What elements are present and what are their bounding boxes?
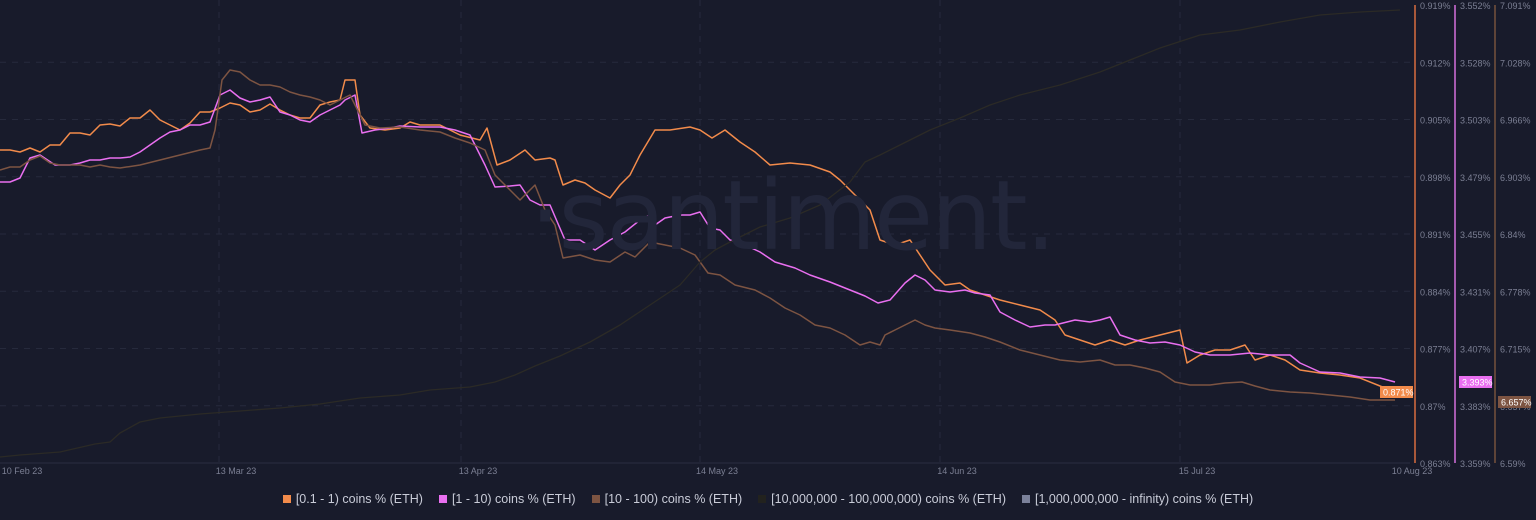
svg-text:3.528%: 3.528%: [1460, 58, 1491, 68]
svg-text:13 Mar 23: 13 Mar 23: [216, 466, 257, 476]
series-lines: [0, 9, 1401, 458]
svg-text:14 Jun 23: 14 Jun 23: [937, 466, 977, 476]
svg-text:3.503%: 3.503%: [1460, 116, 1491, 126]
svg-text:6.903%: 6.903%: [1500, 173, 1531, 183]
legend-swatch-icon: [438, 495, 447, 503]
y-axes: 0.919% 0.912% 0.905% 0.898% 0.891% 0.884% 0.87…: [1380, 1, 1532, 469]
svg-text:3.455%: 3.455%: [1460, 230, 1491, 240]
svg-text:14 May 23: 14 May 23: [696, 466, 738, 476]
series-line: [0, 79, 1396, 393]
svg-text:3.393%: 3.393%: [1462, 378, 1493, 388]
legend-item[interactable]: [1,000,000,000 - infinity) coins % (ETH): [1022, 492, 1253, 506]
svg-text:6.715%: 6.715%: [1500, 345, 1531, 355]
legend-swatch-icon: [591, 495, 600, 503]
svg-text:0.871%: 0.871%: [1383, 388, 1414, 398]
legend-item[interactable]: [1 - 10) coins % (ETH): [438, 492, 576, 506]
svg-text:0.898%: 0.898%: [1420, 173, 1451, 183]
svg-text:13 Apr 23: 13 Apr 23: [459, 466, 498, 476]
series-line: [0, 9, 1401, 458]
legend-swatch-icon: [282, 495, 291, 503]
chart-legend: [0.1 - 1) coins % (ETH) [1 - 10) coins % …: [0, 484, 1536, 514]
svg-text:0.87%: 0.87%: [1420, 402, 1446, 412]
svg-text:3.552%: 3.552%: [1460, 1, 1491, 11]
svg-text:3.431%: 3.431%: [1460, 287, 1491, 297]
series-line: [0, 69, 1395, 401]
svg-text:0.863%: 0.863%: [1420, 459, 1451, 469]
svg-text:6.778%: 6.778%: [1500, 287, 1531, 297]
svg-text:15 Jul 23: 15 Jul 23: [1179, 466, 1216, 476]
x-axis: 10 Feb 23 13 Mar 23 13 Apr 23 14 May 23 14 J…: [2, 466, 1433, 476]
legend-label: [1,000,000,000 - infinity) coins % (ETH): [1035, 492, 1254, 506]
legend-label: [10,000,000 - 100,000,000) coins % (ETH): [771, 492, 1006, 506]
legend-item[interactable]: [10,000,000 - 100,000,000) coins % (ETH): [758, 492, 1006, 506]
grid-lines: [0, 0, 1410, 464]
svg-text:7.091%: 7.091%: [1500, 1, 1531, 11]
svg-text:6.84%: 6.84%: [1500, 230, 1526, 240]
svg-text:6.59%: 6.59%: [1500, 459, 1526, 469]
svg-text:3.383%: 3.383%: [1460, 402, 1491, 412]
svg-text:10 Aug 23: 10 Aug 23: [1392, 466, 1433, 476]
legend-label: [0.1 - 1) coins % (ETH): [295, 492, 423, 506]
svg-text:0.891%: 0.891%: [1420, 230, 1451, 240]
legend-swatch-icon: [758, 495, 767, 503]
legend-swatch-icon: [1022, 495, 1030, 503]
svg-text:7.028%: 7.028%: [1500, 58, 1531, 68]
svg-text:3.479%: 3.479%: [1460, 173, 1491, 183]
svg-text:6.966%: 6.966%: [1500, 116, 1531, 126]
svg-text:3.407%: 3.407%: [1460, 345, 1491, 355]
svg-text:10 Feb 23: 10 Feb 23: [2, 466, 43, 476]
legend-item[interactable]: [0.1 - 1) coins % (ETH): [282, 492, 423, 506]
svg-text:0.877%: 0.877%: [1420, 345, 1451, 355]
legend-item[interactable]: [10 - 100) coins % (ETH): [591, 492, 743, 506]
legend-label: [10 - 100) coins % (ETH): [604, 492, 743, 506]
svg-text:0.884%: 0.884%: [1420, 287, 1451, 297]
svg-text:6.657%: 6.657%: [1501, 398, 1532, 408]
series-line: [0, 89, 1396, 383]
chart-area[interactable]: 0.919% 0.912% 0.905% 0.898% 0.891% 0.884% 0.87…: [0, 0, 1536, 480]
legend-label: [1 - 10) coins % (ETH): [451, 492, 576, 506]
svg-text:0.912%: 0.912%: [1420, 58, 1451, 68]
svg-text:0.905%: 0.905%: [1420, 116, 1451, 126]
svg-text:3.359%: 3.359%: [1460, 459, 1491, 469]
svg-text:0.919%: 0.919%: [1420, 1, 1451, 11]
